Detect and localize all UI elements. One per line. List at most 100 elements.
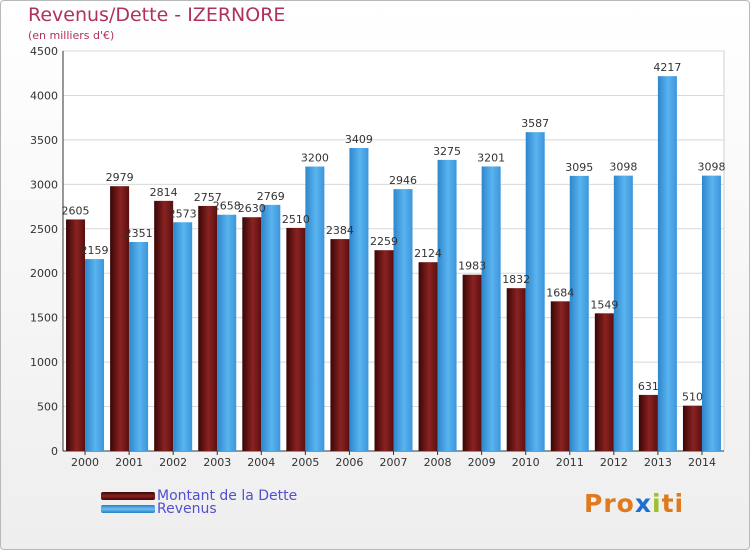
dette-data-label: 1549 [590,298,618,311]
y-tick-label: 1500 [30,312,58,325]
dette-data-label: 510 [682,391,703,404]
revenus-bar [129,242,149,451]
dette-data-label: 1832 [502,273,530,286]
dette-bar [418,262,438,451]
legend-label-revenus: Revenus [157,501,217,517]
revenus-data-label: 3098 [697,161,725,174]
dette-data-label: 631 [638,380,659,393]
x-tick-label: 2002 [159,456,187,469]
x-tick-label: 2009 [468,456,496,469]
dette-bar [462,274,482,451]
dette-bar [286,227,306,451]
dette-bar [198,205,218,451]
revenus-data-label: 3098 [609,161,637,174]
revenus-data-label: 3201 [477,151,505,164]
dette-data-label: 2124 [414,247,442,260]
dette-bar [154,200,174,451]
dette-data-label: 1983 [458,260,486,273]
revenus-bar [217,214,237,451]
revenus-bar [569,175,589,451]
x-tick-label: 2007 [380,456,408,469]
dette-bar [374,250,394,451]
revenus-bar [173,222,193,451]
x-tick-label: 2010 [512,456,540,469]
x-tick-label: 2006 [335,456,363,469]
revenus-bar [437,159,457,451]
y-tick-label: 4000 [30,89,58,102]
dette-data-label: 2259 [370,235,398,248]
dette-data-label: 2605 [62,204,90,217]
revenus-data-label: 2351 [125,227,153,240]
revenus-data-label: 3095 [565,161,593,174]
y-tick-label: 2000 [30,267,58,280]
dette-bar [242,217,262,451]
revenus-data-label: 3409 [345,133,373,146]
x-tick-label: 2000 [71,456,99,469]
dette-data-label: 2384 [326,224,354,237]
x-tick-label: 2014 [688,456,716,469]
revenus-bar [481,166,501,451]
proxiti-logo: Proxiti [584,489,684,518]
logo-letter: P [584,489,604,518]
legend-item-revenus: Revenus [101,501,217,517]
revenus-bar [85,259,105,451]
revenus-data-label: 3200 [301,152,329,165]
revenus-data-label: 3587 [521,117,549,130]
y-tick-label: 4500 [30,45,58,58]
y-tick-label: 2500 [30,223,58,236]
revenus-bar [657,76,677,452]
logo-letter: r [603,489,617,518]
dette-bar [330,239,350,451]
x-tick-label: 2005 [291,456,319,469]
logo-letter: o [616,489,635,518]
dette-data-label: 1684 [546,286,574,299]
revenus-bar [701,175,721,451]
revenus-data-label: 2573 [169,207,197,220]
dette-bar [66,219,86,451]
revenus-bar [305,166,325,452]
revenus-data-label: 4217 [653,61,681,74]
revenus-data-label: 3275 [433,145,461,158]
x-tick-label: 2003 [203,456,231,469]
revenus-bar [261,204,281,451]
logo-letter: t [661,489,675,518]
y-tick-label: 0 [51,445,58,458]
legend-swatch-revenus [101,505,155,513]
dette-data-label: 2630 [238,202,266,215]
revenus-bar [349,147,369,451]
chart-title: Revenus/Dette - IZERNORE [28,4,286,26]
revenus-data-label: 2658 [213,200,241,213]
y-tick-label: 1000 [30,356,58,369]
logo-letter: i [652,489,662,518]
chart-subtitle: (en milliers d'€) [28,29,115,42]
legend-label-dette: Montant de la Dette [157,488,298,504]
x-tick-label: 2001 [115,456,143,469]
x-tick-label: 2012 [600,456,628,469]
dette-bar [506,288,526,451]
logo-letter: x [634,489,652,518]
dette-bar [110,186,130,451]
x-tick-label: 2004 [247,456,275,469]
x-tick-label: 2008 [424,456,452,469]
dette-bar [550,301,570,451]
dette-bar [594,313,614,451]
revenus-data-label: 2946 [389,174,417,187]
revenus-bar [525,132,545,451]
x-tick-label: 2011 [556,456,584,469]
y-tick-label: 3000 [30,178,58,191]
y-tick-label: 3500 [30,134,58,147]
dette-bar [682,405,702,451]
dette-bar [638,394,658,451]
revenus-data-label: 2769 [257,190,285,203]
revenus-bar [393,189,413,451]
dette-data-label: 2757 [194,191,222,204]
legend-item-dette: Montant de la Dette [101,488,297,504]
dette-data-label: 2510 [282,213,310,226]
y-tick-label: 500 [37,401,58,414]
dette-data-label: 2814 [150,186,178,199]
legend-swatch-dette [101,492,155,500]
logo-letter: i [674,489,685,518]
x-tick-label: 2013 [644,456,672,469]
